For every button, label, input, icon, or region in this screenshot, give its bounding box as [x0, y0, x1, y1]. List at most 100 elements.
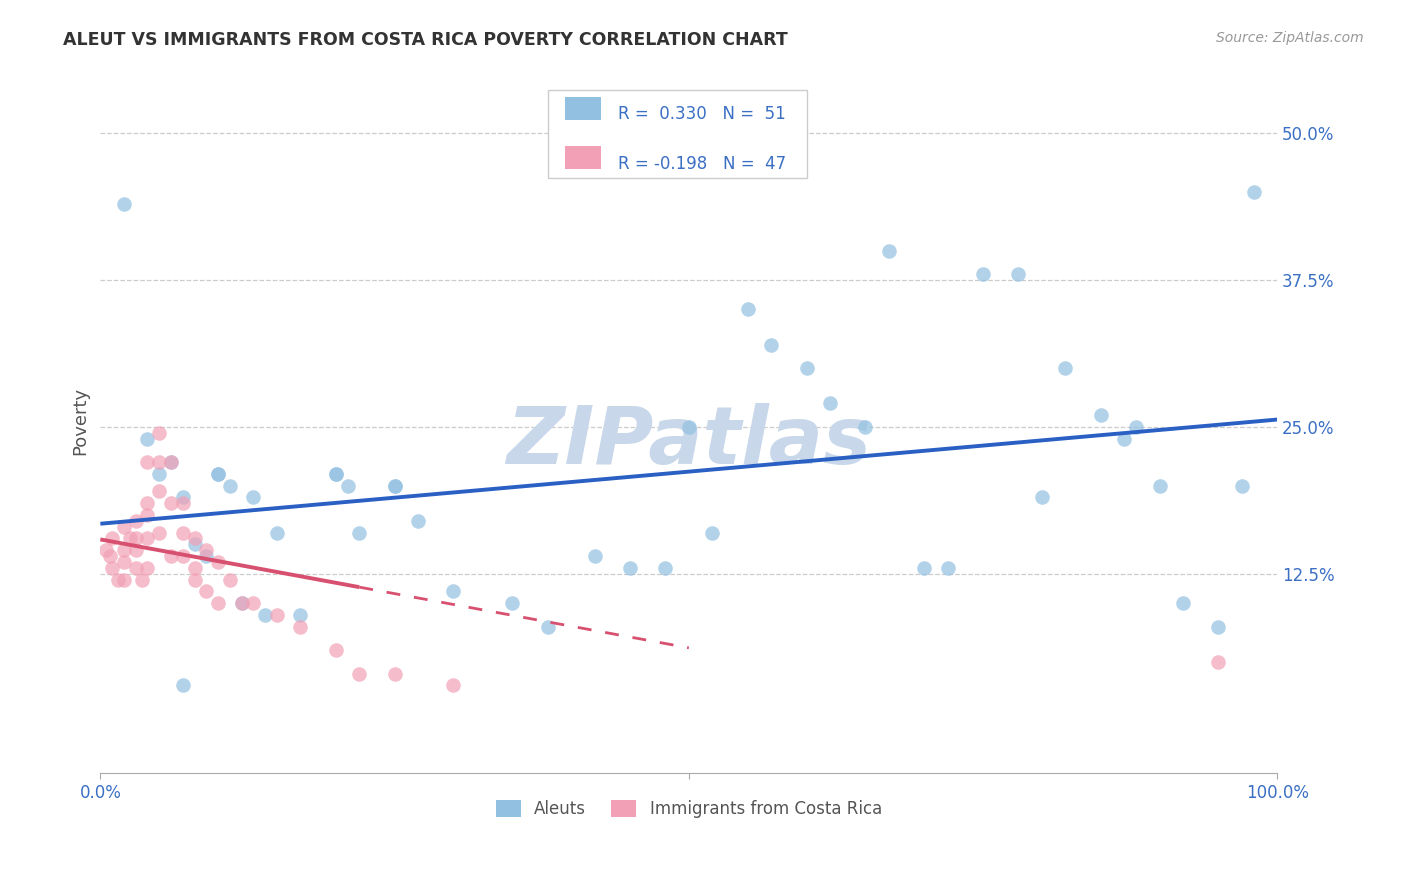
Point [242, 491, 264, 505]
Point [254, 607, 277, 622]
Point [912, 561, 935, 575]
Point [1054, 361, 1077, 376]
Point [160, 455, 183, 469]
Point [406, 514, 429, 528]
Point [349, 666, 371, 681]
Point [1208, 619, 1230, 633]
Point [207, 555, 229, 569]
Text: R =  0.330   N =  51: R = 0.330 N = 51 [619, 105, 786, 123]
FancyBboxPatch shape [565, 146, 600, 169]
Point [231, 596, 253, 610]
Point [124, 514, 146, 528]
Point [266, 607, 288, 622]
Text: ALEUT VS IMMIGRANTS FROM COSTA RICA POVERTY CORRELATION CHART: ALEUT VS IMMIGRANTS FROM COSTA RICA POVE… [63, 31, 787, 49]
Point [172, 491, 194, 505]
Point [796, 361, 818, 376]
Point [1208, 655, 1230, 669]
Point [441, 584, 464, 599]
Point [148, 455, 170, 469]
Point [98, 549, 121, 563]
Point [172, 496, 194, 510]
Point [136, 496, 159, 510]
Text: ZIPatlas: ZIPatlas [506, 403, 872, 481]
Point [96, 543, 118, 558]
Point [136, 532, 159, 546]
Point [761, 337, 783, 351]
Point [1243, 185, 1265, 199]
Point [290, 607, 312, 622]
Point [160, 549, 183, 563]
Point [384, 478, 406, 492]
Point [536, 619, 558, 633]
Point [702, 525, 724, 540]
Point [384, 478, 406, 492]
Point [183, 561, 205, 575]
Point [231, 596, 253, 610]
Point [183, 573, 205, 587]
Point [148, 484, 170, 499]
Point [124, 561, 146, 575]
Point [325, 643, 347, 657]
Point [818, 396, 841, 410]
Y-axis label: Poverty: Poverty [72, 387, 89, 455]
Point [101, 561, 124, 575]
Point [1230, 478, 1253, 492]
Point [148, 425, 170, 440]
Point [183, 532, 205, 546]
Point [195, 584, 218, 599]
FancyBboxPatch shape [547, 90, 807, 178]
Point [207, 467, 229, 481]
Point [207, 596, 229, 610]
Point [654, 561, 676, 575]
Point [349, 525, 371, 540]
Point [384, 666, 406, 681]
Point [124, 543, 146, 558]
Point [325, 467, 347, 481]
Point [124, 532, 146, 546]
Point [160, 455, 183, 469]
Point [195, 543, 218, 558]
Point [583, 549, 606, 563]
Point [172, 525, 194, 540]
Point [218, 573, 240, 587]
Point [160, 496, 183, 510]
Point [1149, 478, 1171, 492]
FancyBboxPatch shape [565, 96, 600, 120]
Point [1114, 432, 1136, 446]
Point [112, 519, 135, 533]
Point [877, 244, 900, 258]
Point [218, 478, 240, 492]
Point [112, 196, 135, 211]
Point [136, 455, 159, 469]
Point [183, 537, 205, 551]
Point [936, 561, 959, 575]
Point [853, 420, 876, 434]
Point [1125, 420, 1147, 434]
Point [325, 467, 347, 481]
Point [619, 561, 641, 575]
Point [148, 467, 170, 481]
Point [336, 478, 359, 492]
Point [118, 532, 141, 546]
Point [112, 543, 135, 558]
Point [172, 678, 194, 692]
Point [136, 508, 159, 522]
Point [107, 573, 129, 587]
Point [131, 573, 153, 587]
Text: R = -0.198   N =  47: R = -0.198 N = 47 [619, 154, 786, 173]
Legend: Aleuts, Immigrants from Costa Rica: Aleuts, Immigrants from Costa Rica [489, 794, 889, 825]
Point [266, 525, 288, 540]
Point [1171, 596, 1194, 610]
Point [136, 561, 159, 575]
Text: Source: ZipAtlas.com: Source: ZipAtlas.com [1216, 31, 1364, 45]
Point [1007, 267, 1029, 281]
Point [112, 573, 135, 587]
Point [136, 432, 159, 446]
Point [101, 532, 124, 546]
Point [1031, 491, 1053, 505]
Point [290, 619, 312, 633]
Point [501, 596, 523, 610]
Point [195, 549, 218, 563]
Point [1090, 408, 1112, 422]
Point [441, 678, 464, 692]
